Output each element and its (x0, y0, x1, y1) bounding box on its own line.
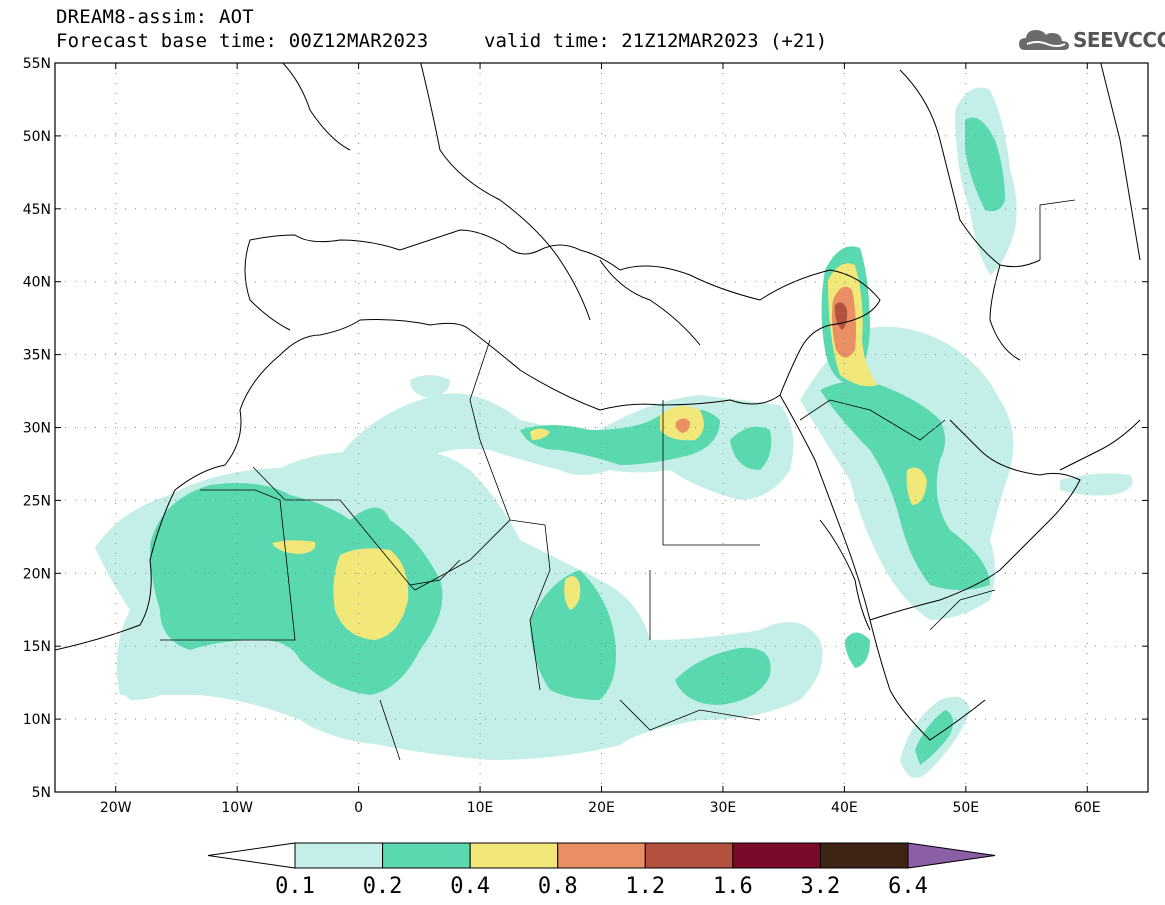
lon-tick-label: 50E (952, 800, 979, 816)
lat-tick-label: 55N (23, 56, 51, 72)
lat-tick-label: 35N (23, 348, 51, 364)
lat-tick-label: 5N (32, 785, 51, 801)
aot-field-low-sahel-east (120, 684, 170, 700)
lat-tick-label: 15N (23, 639, 51, 655)
aot-field-mid-caspian (965, 117, 1005, 212)
aot-field-high-mauritania (272, 540, 316, 554)
lon-tick-label: 30E (710, 800, 737, 816)
logo-text: SEEVCCC (1073, 28, 1165, 52)
lon-tick-label: 20E (588, 800, 615, 816)
borders (160, 199, 1076, 761)
lon-tick-label: 60E (1074, 800, 1101, 816)
lat-tick-label: 40N (23, 275, 51, 291)
coastlines (55, 63, 1141, 741)
longitude-labels: 20W 10W 0 10E 20E 30E 40E 50E 60E (100, 800, 1101, 816)
lat-tick-label: 45N (23, 202, 51, 218)
chart-title: DREAM8-assim: AOT (56, 6, 254, 28)
lon-tick-label: 10W (221, 800, 253, 816)
aot-field-low-tunisia (410, 375, 450, 398)
aot-field-high-arabia (906, 467, 927, 505)
aot-field-vhigh-libya (675, 418, 690, 433)
latitude-labels: 55N 50N 45N 40N 35N 30N 25N 20N 15N 10N 5N (23, 56, 51, 801)
aot-field-mid-arabia (820, 381, 990, 590)
aot-fields (55, 63, 1141, 778)
aot-field-mid-central (530, 570, 616, 700)
aot-field-high-chad (564, 576, 581, 610)
lat-tick-label: 50N (23, 129, 51, 145)
forecast-base-time: Forecast base time: 00Z12MAR2023 (56, 30, 429, 52)
aot-field-high-libya-w (530, 428, 550, 440)
aot-field-mid-sudan-n (845, 632, 870, 668)
lon-tick-label: 0 (354, 800, 363, 816)
aot-field-high-mali (333, 548, 409, 640)
aot-field-mid-egypt (730, 426, 772, 470)
lon-tick-label: 40E (831, 800, 858, 816)
lon-tick-label: 10E (467, 800, 494, 816)
aot-field-mid-chad (675, 647, 771, 705)
lat-tick-label: 20N (23, 566, 51, 582)
valid-time: valid time: 21Z12MAR2023 (+21) (484, 30, 828, 52)
lat-tick-label: 25N (23, 493, 51, 509)
lat-tick-label: 10N (23, 712, 51, 728)
axis-ticks (55, 62, 1148, 793)
lon-tick-label: 20W (100, 800, 132, 816)
cloud-logo-icon (1019, 30, 1069, 50)
lat-tick-label: 30N (23, 421, 51, 437)
